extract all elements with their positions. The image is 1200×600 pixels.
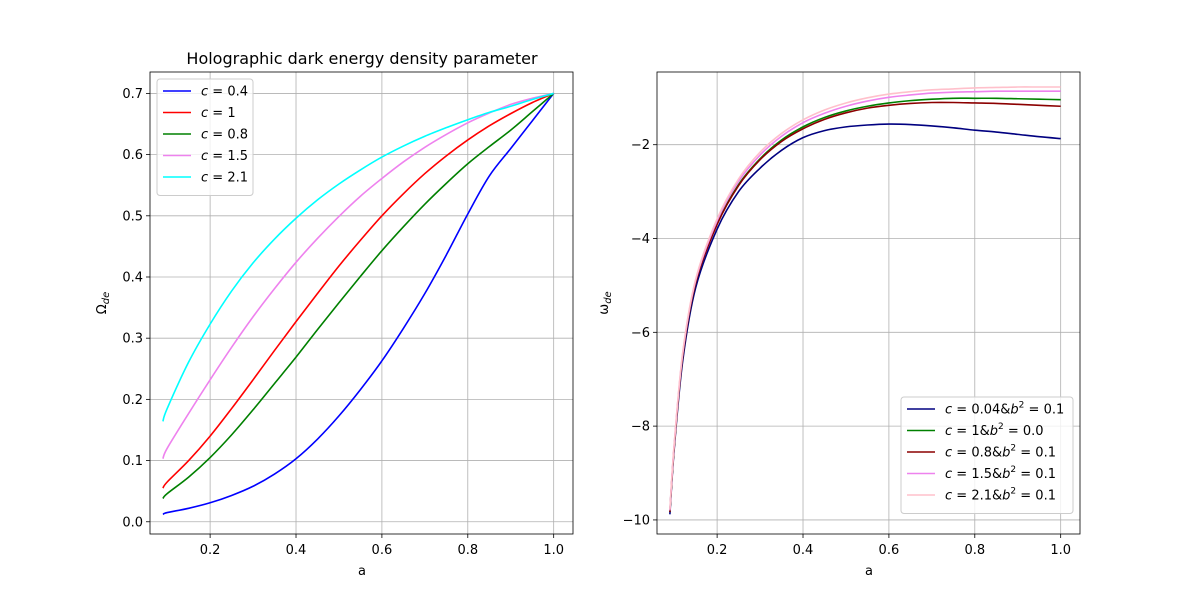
- y-tick-label: −2: [631, 138, 650, 153]
- legend-label: c = 1: [201, 106, 236, 121]
- series-line: [162, 92, 554, 422]
- y-tick-label: 0.5: [122, 209, 143, 224]
- y-tick-label: 0.3: [122, 332, 143, 347]
- y-axis-ticks: −10 −8 −6 −4 −2: [623, 138, 657, 528]
- y-tick-label: 0.1: [122, 454, 143, 469]
- x-tick-label: 0.8: [457, 543, 478, 558]
- y-tick-label: 0.6: [122, 148, 143, 163]
- x-axis-ticks: 0.2 0.4 0.6 0.8 1.0: [707, 534, 1071, 558]
- legend-label: c = 1.5&b2 = 0.1: [945, 465, 1056, 482]
- legend-label: c = 0.8&b2 = 0.1: [945, 444, 1056, 461]
- series-line: [669, 123, 1061, 515]
- x-tick-label: 1.0: [543, 543, 564, 558]
- y-tick-label: −4: [631, 232, 650, 247]
- x-tick-label: 1.0: [1050, 543, 1071, 558]
- series-line: [162, 92, 554, 489]
- data-series: [162, 92, 555, 516]
- legend-item: c = 0.4: [163, 85, 248, 100]
- x-tick-label: 0.4: [793, 543, 814, 558]
- x-axis-label: a: [865, 564, 873, 579]
- y-tick-label: −8: [631, 420, 650, 435]
- x-tick-label: 0.2: [707, 543, 728, 558]
- y-tick-label: −6: [631, 326, 650, 341]
- chart-omega-de-density: Holographic dark energy density paramete…: [95, 49, 574, 579]
- plot-frame: [149, 71, 574, 535]
- data-series: [669, 86, 1061, 515]
- legend-item: c = 1&b2 = 0.0: [907, 422, 1044, 439]
- x-tick-label: 0.2: [200, 543, 221, 558]
- legend-item: c = 0.8&b2 = 0.1: [907, 444, 1056, 461]
- legend-box: [156, 78, 254, 196]
- legend-box: [900, 396, 1074, 514]
- legend-item: c = 1.5&b2 = 0.1: [907, 465, 1056, 482]
- y-tick-label: 0.0: [122, 515, 143, 530]
- x-axis-label: a: [358, 564, 366, 579]
- y-tick-label: −10: [623, 513, 650, 528]
- x-axis-ticks: 0.2 0.4 0.6 0.8 1.0: [200, 534, 564, 558]
- plot-frame: [656, 71, 1081, 535]
- legend-label: c = 0.04&b2 = 0.1: [945, 401, 1064, 418]
- legend-item: c = 1.5: [163, 149, 248, 164]
- legend-label: c = 1&b2 = 0.0: [945, 422, 1044, 439]
- series-line: [669, 86, 1061, 510]
- series-line: [162, 92, 555, 516]
- x-tick-label: 0.4: [286, 543, 307, 558]
- chart-eos-parameter: 0.2 0.4 0.6 0.8 1.0 −10−8−6−4−2 a ωde c = 0.…: [597, 71, 1081, 579]
- x-tick-label: 0.6: [879, 543, 900, 558]
- chart-title: Holographic dark energy density paramete…: [186, 49, 538, 68]
- legend-item: c = 0.8: [163, 128, 248, 143]
- legend-item: c = 0.04&b2 = 0.1: [907, 401, 1064, 418]
- y-tick-label: 0.2: [122, 393, 143, 408]
- legend-item: c = 1: [163, 106, 236, 121]
- series-line: [162, 92, 555, 500]
- legend-item: c = 2.1: [163, 171, 248, 186]
- legend-label: c = 0.8: [201, 128, 248, 143]
- grid-lines: [150, 72, 573, 534]
- legend-label: c = 1.5: [201, 149, 248, 164]
- legend-label: c = 2.1: [201, 171, 248, 186]
- y-tick-label: 0.7: [122, 87, 143, 102]
- y-axis-ticks: 0.0 0.1 0.2 0.3 0.4 0.5 0.6 0.7: [122, 87, 150, 530]
- x-tick-label: 0.8: [964, 543, 985, 558]
- legend: c = 0.04&b2 = 0.1 c = 1&b2 = 0.0 c = 0.8&b…: [900, 396, 1074, 514]
- legend-label: c = 0.4: [201, 85, 248, 100]
- x-tick-label: 0.6: [372, 543, 393, 558]
- y-tick-label: 0.4: [122, 270, 143, 285]
- legend: c = 0.4 c = 1 c = 0.8 c = 1.5 c = 2.1: [156, 78, 254, 196]
- legend-label: c = 2.1&b2 = 0.1: [945, 487, 1056, 504]
- legend-item: c = 2.1&b2 = 0.1: [907, 487, 1056, 504]
